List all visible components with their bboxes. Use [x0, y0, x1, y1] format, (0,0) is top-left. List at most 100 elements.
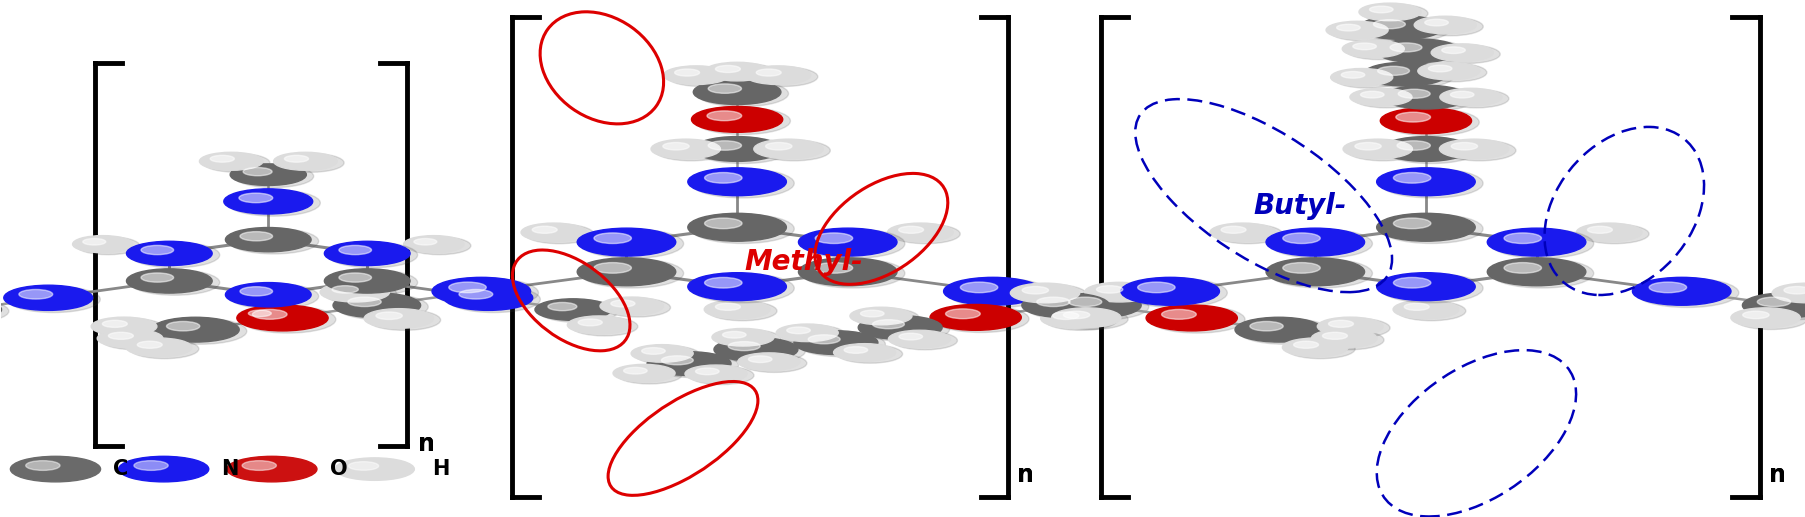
Circle shape	[1213, 224, 1282, 244]
Circle shape	[1366, 63, 1455, 88]
Circle shape	[1040, 309, 1110, 328]
Circle shape	[756, 69, 782, 76]
Circle shape	[612, 364, 675, 382]
Circle shape	[570, 317, 637, 336]
Circle shape	[617, 366, 682, 384]
Circle shape	[704, 173, 742, 183]
Circle shape	[444, 285, 532, 310]
Circle shape	[327, 270, 417, 295]
Circle shape	[1316, 317, 1383, 336]
Circle shape	[859, 310, 884, 317]
Circle shape	[1321, 318, 1390, 338]
Circle shape	[236, 305, 329, 331]
Circle shape	[886, 223, 953, 241]
Circle shape	[1392, 300, 1458, 318]
Circle shape	[708, 301, 776, 321]
Circle shape	[578, 258, 675, 286]
Circle shape	[690, 214, 794, 244]
Circle shape	[1774, 284, 1805, 305]
Circle shape	[745, 66, 810, 84]
Circle shape	[1635, 278, 1738, 308]
Circle shape	[368, 310, 440, 330]
Circle shape	[1379, 169, 1482, 198]
Circle shape	[765, 143, 792, 150]
Circle shape	[1025, 294, 1117, 320]
Circle shape	[229, 229, 318, 254]
Circle shape	[661, 356, 693, 365]
Circle shape	[238, 193, 273, 203]
Circle shape	[1052, 293, 1141, 318]
Circle shape	[404, 236, 464, 253]
Circle shape	[1269, 229, 1372, 258]
Circle shape	[798, 228, 897, 256]
Circle shape	[727, 342, 760, 351]
Circle shape	[1022, 286, 1049, 294]
Circle shape	[119, 457, 209, 482]
Circle shape	[1576, 223, 1641, 241]
Circle shape	[4, 285, 92, 310]
Circle shape	[240, 287, 273, 296]
Circle shape	[240, 232, 273, 241]
Circle shape	[946, 278, 1049, 308]
Circle shape	[1269, 258, 1372, 288]
Circle shape	[1282, 233, 1319, 244]
Circle shape	[7, 286, 101, 313]
Circle shape	[567, 316, 630, 334]
Circle shape	[348, 297, 381, 307]
Circle shape	[579, 229, 684, 258]
Circle shape	[327, 242, 417, 268]
Circle shape	[1347, 140, 1419, 161]
Circle shape	[242, 461, 276, 470]
Circle shape	[690, 273, 794, 303]
Circle shape	[861, 316, 949, 342]
Circle shape	[1404, 303, 1428, 310]
Circle shape	[348, 462, 379, 470]
Circle shape	[130, 270, 220, 295]
Circle shape	[229, 283, 318, 309]
Circle shape	[1368, 6, 1392, 13]
Circle shape	[1733, 309, 1805, 329]
Circle shape	[166, 322, 200, 331]
Circle shape	[1359, 16, 1442, 39]
Circle shape	[431, 277, 531, 305]
Circle shape	[141, 246, 173, 255]
Circle shape	[522, 223, 587, 241]
Circle shape	[843, 346, 866, 353]
Text: N: N	[222, 459, 238, 479]
Circle shape	[1375, 272, 1475, 300]
Circle shape	[1043, 310, 1117, 330]
Circle shape	[899, 226, 922, 233]
Circle shape	[742, 354, 807, 372]
Circle shape	[1334, 70, 1399, 88]
Circle shape	[339, 246, 372, 255]
Circle shape	[538, 300, 617, 323]
Circle shape	[1013, 284, 1087, 305]
Circle shape	[738, 353, 800, 371]
Circle shape	[801, 258, 904, 288]
Circle shape	[334, 458, 413, 480]
Circle shape	[249, 310, 271, 316]
Circle shape	[141, 273, 173, 282]
Circle shape	[801, 229, 904, 258]
Circle shape	[646, 352, 731, 375]
Circle shape	[525, 224, 594, 244]
Circle shape	[1063, 311, 1088, 318]
Circle shape	[408, 237, 471, 255]
Circle shape	[1386, 86, 1475, 111]
Text: Butyl-: Butyl-	[1253, 192, 1345, 220]
Circle shape	[1345, 41, 1410, 59]
Circle shape	[274, 153, 338, 170]
Circle shape	[1413, 16, 1475, 34]
Circle shape	[1417, 62, 1478, 80]
Circle shape	[946, 309, 980, 318]
Circle shape	[655, 140, 727, 161]
Circle shape	[204, 154, 269, 172]
Circle shape	[1384, 138, 1476, 163]
Circle shape	[695, 368, 718, 375]
Circle shape	[722, 331, 745, 338]
Circle shape	[253, 310, 287, 320]
Circle shape	[199, 153, 264, 170]
Circle shape	[226, 283, 310, 307]
Circle shape	[1161, 310, 1195, 320]
Circle shape	[1742, 293, 1805, 318]
